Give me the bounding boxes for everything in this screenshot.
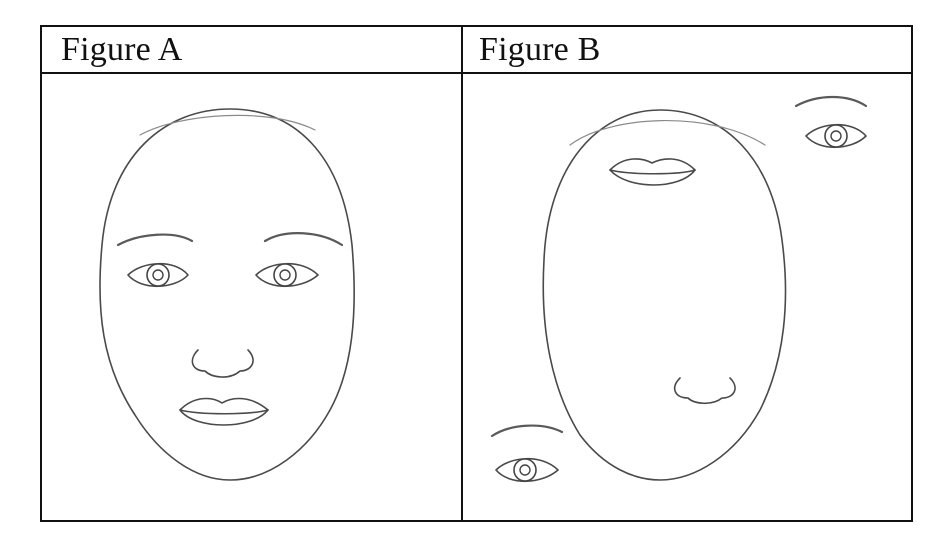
lips	[610, 159, 695, 185]
figure-a-face	[80, 95, 380, 495]
header-divider	[42, 72, 911, 74]
right-eye	[256, 264, 318, 287]
right-eye	[806, 125, 866, 148]
right-eyebrow	[265, 233, 342, 245]
left-eyebrow	[118, 235, 192, 245]
left-eye	[496, 459, 558, 482]
figure-b-title: Figure B	[479, 30, 601, 70]
lips	[180, 399, 268, 425]
face-outline	[543, 110, 785, 480]
column-divider	[461, 27, 463, 520]
figure-b-face	[480, 90, 900, 510]
left-eye	[128, 264, 188, 287]
right-eyebrow	[796, 97, 866, 106]
left-eyebrow	[492, 426, 562, 436]
nose	[675, 378, 735, 403]
figure-a-title: Figure A	[61, 30, 183, 70]
nose	[192, 350, 253, 377]
